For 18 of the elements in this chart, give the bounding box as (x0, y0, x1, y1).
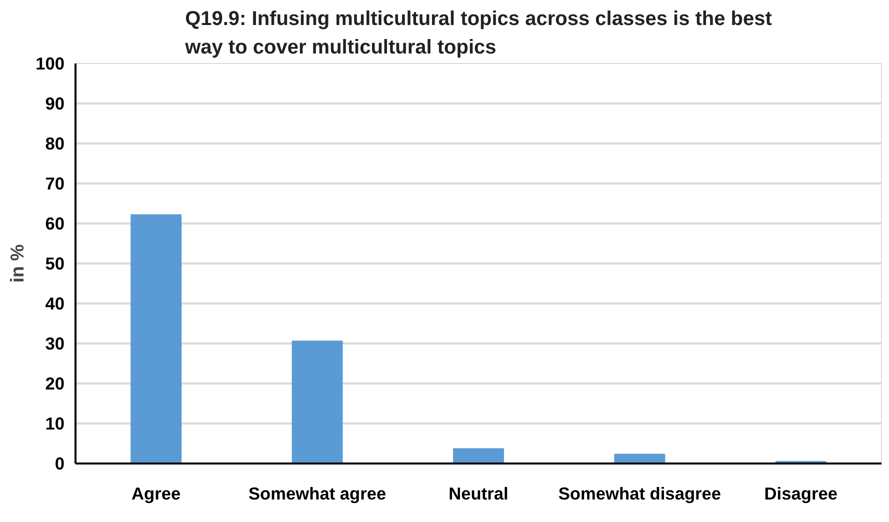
y-tick-label: 100 (36, 54, 65, 74)
y-tick-label: 10 (45, 414, 65, 434)
y-tick-label: 60 (45, 214, 65, 234)
y-tick-label: 80 (45, 134, 65, 154)
y-tick-label: 70 (45, 174, 65, 194)
y-tick-label: 50 (45, 254, 65, 274)
x-tick-label: Disagree (764, 484, 838, 504)
x-tick-label: Somewhat disagree (558, 484, 722, 504)
y-tick-label: 20 (45, 374, 65, 394)
y-tick-label: 0 (54, 454, 65, 474)
x-tick-label: Agree (132, 484, 182, 504)
y-axis-title: in % (6, 244, 28, 283)
y-tick-label: 40 (45, 294, 65, 314)
x-tick-label: Somewhat agree (248, 484, 387, 504)
y-tick-label: 30 (45, 334, 65, 354)
x-tick-label: Neutral (448, 484, 508, 504)
y-tick-label: 90 (45, 94, 65, 114)
chart-title: Q19.9: Infusing multicultural topics across classes is the best way to cover multicultural topics (184, 8, 772, 58)
